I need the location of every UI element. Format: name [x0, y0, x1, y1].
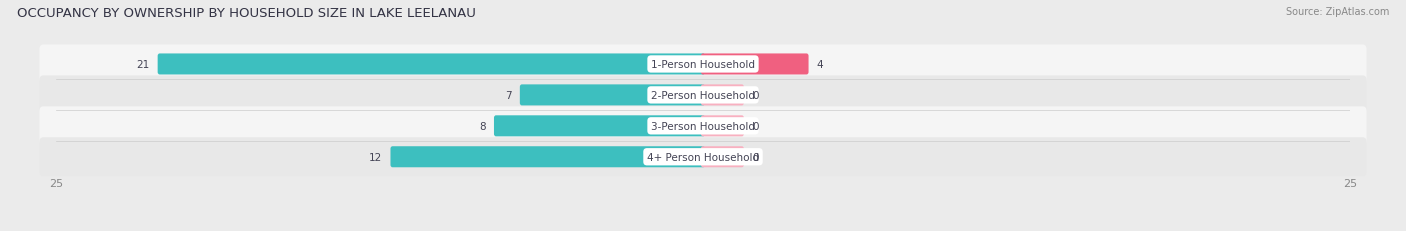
- Text: 0: 0: [752, 152, 759, 162]
- Text: 21: 21: [136, 60, 149, 70]
- FancyBboxPatch shape: [39, 138, 1367, 176]
- FancyBboxPatch shape: [702, 116, 744, 137]
- Text: 1-Person Household: 1-Person Household: [651, 60, 755, 70]
- FancyBboxPatch shape: [702, 147, 744, 167]
- Text: 3-Person Household: 3-Person Household: [651, 121, 755, 131]
- FancyBboxPatch shape: [520, 85, 704, 106]
- FancyBboxPatch shape: [702, 85, 744, 106]
- Text: 0: 0: [752, 121, 759, 131]
- Text: 0: 0: [752, 91, 759, 100]
- FancyBboxPatch shape: [494, 116, 704, 137]
- Text: 7: 7: [505, 91, 512, 100]
- FancyBboxPatch shape: [702, 54, 808, 75]
- FancyBboxPatch shape: [391, 147, 704, 167]
- Text: 4: 4: [817, 60, 824, 70]
- FancyBboxPatch shape: [157, 54, 704, 75]
- Text: 8: 8: [479, 121, 485, 131]
- Text: 4+ Person Household: 4+ Person Household: [647, 152, 759, 162]
- FancyBboxPatch shape: [39, 45, 1367, 84]
- Text: 12: 12: [368, 152, 382, 162]
- Text: 2-Person Household: 2-Person Household: [651, 91, 755, 100]
- FancyBboxPatch shape: [39, 107, 1367, 146]
- FancyBboxPatch shape: [39, 76, 1367, 115]
- Text: Source: ZipAtlas.com: Source: ZipAtlas.com: [1285, 7, 1389, 17]
- Text: OCCUPANCY BY OWNERSHIP BY HOUSEHOLD SIZE IN LAKE LEELANAU: OCCUPANCY BY OWNERSHIP BY HOUSEHOLD SIZE…: [17, 7, 475, 20]
